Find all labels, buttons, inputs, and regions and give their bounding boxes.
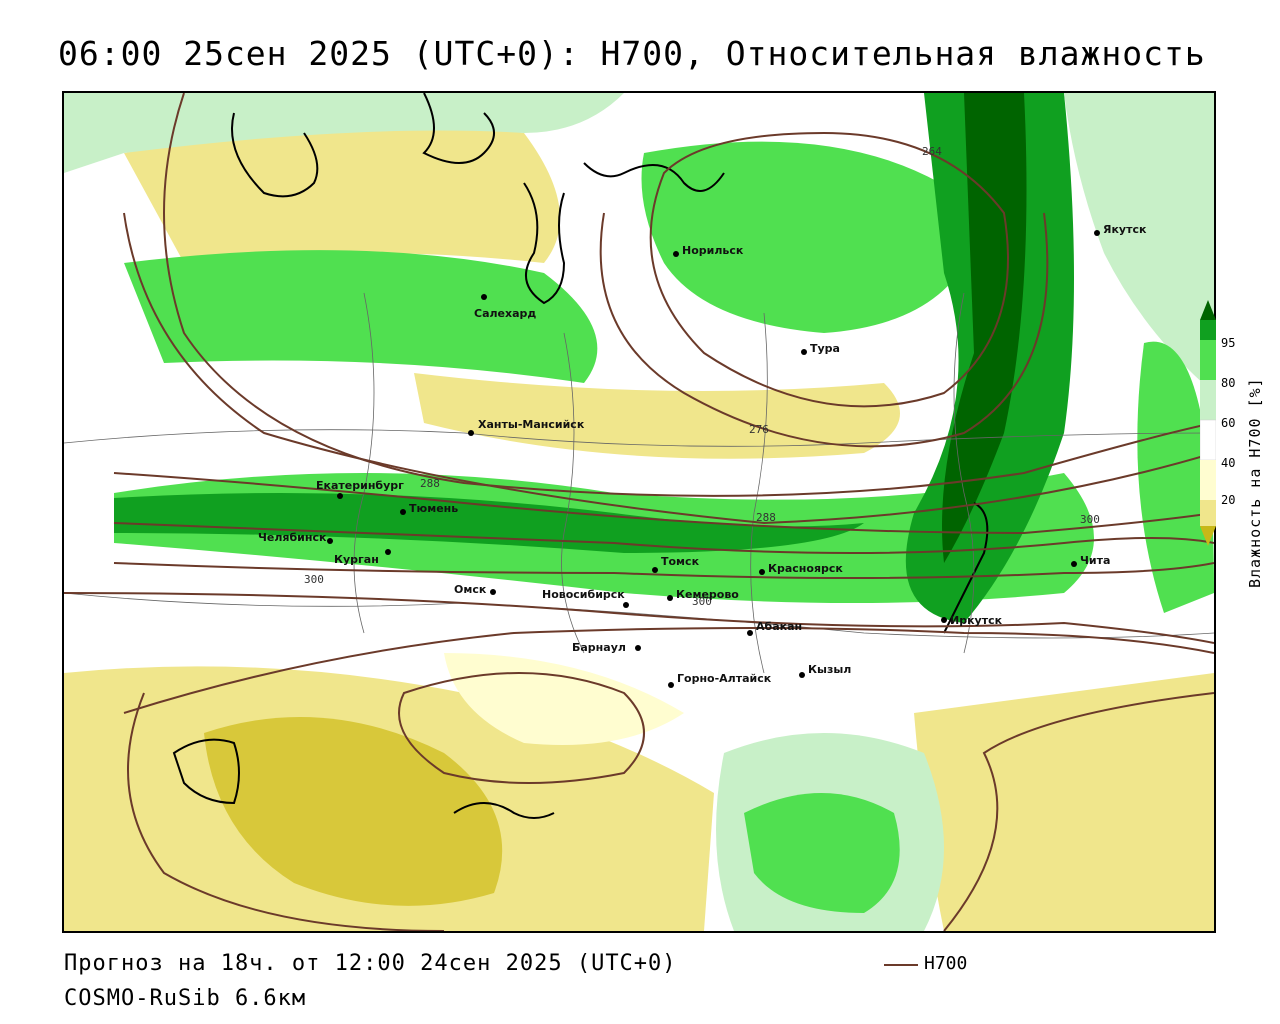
city-marker: Абакан <box>747 620 802 636</box>
city-label: Тура <box>810 342 840 355</box>
city-marker: Новосибирск <box>542 588 629 608</box>
humidity-field <box>64 93 1214 931</box>
city-label: Абакан <box>756 620 802 633</box>
contour-label: 288 <box>756 511 776 524</box>
city-label: Горно-Алтайск <box>677 672 772 685</box>
city-label: Ханты-Мансийск <box>478 418 585 431</box>
map-title: 06:00 25сен 2025 (UTC+0): H700, Относите… <box>58 34 1206 73</box>
city-label: Кемерово <box>676 588 739 601</box>
region-borders <box>64 292 1214 674</box>
colorbar-tick: 60 <box>1221 416 1236 430</box>
city-label: Барнаул <box>572 641 626 654</box>
colorbar-tick: 40 <box>1221 456 1236 470</box>
city-label: Омск <box>454 583 487 596</box>
city-marker: Салехард <box>474 294 536 320</box>
colorbar-tick: 95 <box>1221 336 1236 350</box>
city-label: Тюмень <box>409 502 458 515</box>
contour-label: 300 <box>304 573 324 586</box>
city-label: Салехард <box>474 307 536 320</box>
contour-label: 300 <box>1080 513 1100 526</box>
city-marker: Красноярск <box>759 562 843 575</box>
contour-label: 300 <box>692 595 712 608</box>
city-label: Кызыл <box>808 663 851 676</box>
city-marker: Курган <box>334 549 391 566</box>
colorbar-tick: 20 <box>1221 493 1236 507</box>
contour-label: 288 <box>420 477 440 490</box>
map-panel: 264 276 288 288 300 300 300 Якутск Норил… <box>62 91 1216 933</box>
contour-labels: 264 276 288 288 300 300 300 <box>304 145 1100 608</box>
forecast-info: Прогноз на 18ч. от 12:00 24сен 2025 (UTC… <box>64 951 677 976</box>
contour-label: 276 <box>749 423 769 436</box>
city-marker: Ханты-Мансийск <box>468 418 585 436</box>
city-label: Екатеринбург <box>316 479 404 492</box>
cities: Якутск Норильск Салехард Тура Ханты-Манс… <box>258 223 1147 688</box>
model-name: COSMO-RuSib 6.6км <box>64 986 307 1011</box>
h700-legend-label: H700 <box>924 953 968 974</box>
city-label: Томск <box>661 555 700 568</box>
city-label: Новосибирск <box>542 588 625 601</box>
city-marker: Кемерово <box>667 588 739 601</box>
colorbar-title: Влажность на H700 [%] <box>1246 377 1264 588</box>
city-marker: Якутск <box>1094 223 1147 236</box>
city-marker: Омск <box>454 583 496 596</box>
city-label: Красноярск <box>768 562 843 575</box>
city-marker: Иркутск <box>941 614 1003 627</box>
coastline <box>172 93 989 819</box>
city-marker: Норильск <box>673 244 744 257</box>
city-marker: Тура <box>801 342 840 355</box>
city-marker: Горно-Алтайск <box>668 672 772 688</box>
city-marker: Тюмень <box>400 502 458 515</box>
h700-contours <box>64 93 1214 931</box>
city-marker: Кызыл <box>799 663 851 678</box>
city-label: Челябинск <box>258 531 327 544</box>
city-label: Якутск <box>1103 223 1147 236</box>
city-label: Чита <box>1080 554 1110 567</box>
city-marker: Барнаул <box>572 641 641 654</box>
city-marker: Томск <box>652 555 700 573</box>
h700-legend-line <box>884 964 918 966</box>
city-label: Курган <box>334 553 379 566</box>
city-label: Иркутск <box>950 614 1003 627</box>
city-marker: Чита <box>1071 554 1110 567</box>
city-marker: Екатеринбург <box>316 479 404 499</box>
city-marker: Челябинск <box>258 531 333 544</box>
contour-label: 264 <box>922 145 942 158</box>
colorbar-tick: 80 <box>1221 376 1236 390</box>
humidity-colorbar <box>1200 300 1216 546</box>
city-label: Норильск <box>682 244 744 257</box>
